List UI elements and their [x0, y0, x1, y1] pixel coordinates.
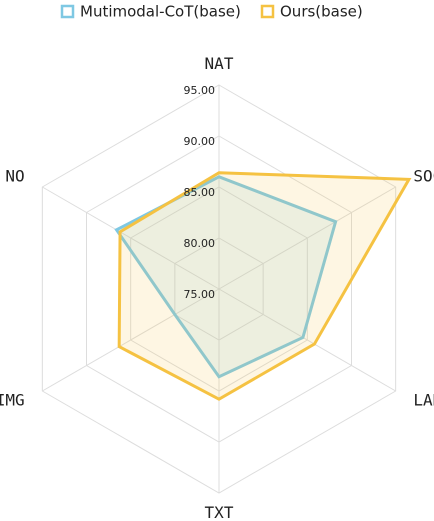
axis-label: NO	[5, 166, 24, 185]
axis-spoke	[218, 186, 396, 290]
r-tick-label: 85.00	[184, 186, 216, 199]
axis-label: LAN	[413, 391, 434, 410]
axis-spoke	[218, 288, 396, 392]
legend-label: Ours(base)	[280, 3, 363, 21]
series-area	[117, 171, 412, 401]
legend-swatch	[60, 4, 75, 19]
axis-label: NAT	[205, 54, 234, 73]
r-tick-label: 90.00	[184, 135, 216, 148]
r-tick-label: 95.00	[184, 84, 216, 97]
axis-label: TXT	[205, 503, 234, 521]
axis-label: IMG	[0, 391, 25, 410]
legend-swatch	[260, 4, 275, 19]
r-tick-label: 75.00	[184, 288, 216, 301]
axis-spoke	[42, 186, 220, 290]
r-tick-label: 80.00	[184, 237, 216, 250]
axis-label: SOC	[413, 166, 434, 185]
series-area	[114, 175, 338, 379]
legend-label: Mutimodal-CoT(base)	[80, 3, 241, 21]
axis-spoke	[42, 288, 220, 392]
